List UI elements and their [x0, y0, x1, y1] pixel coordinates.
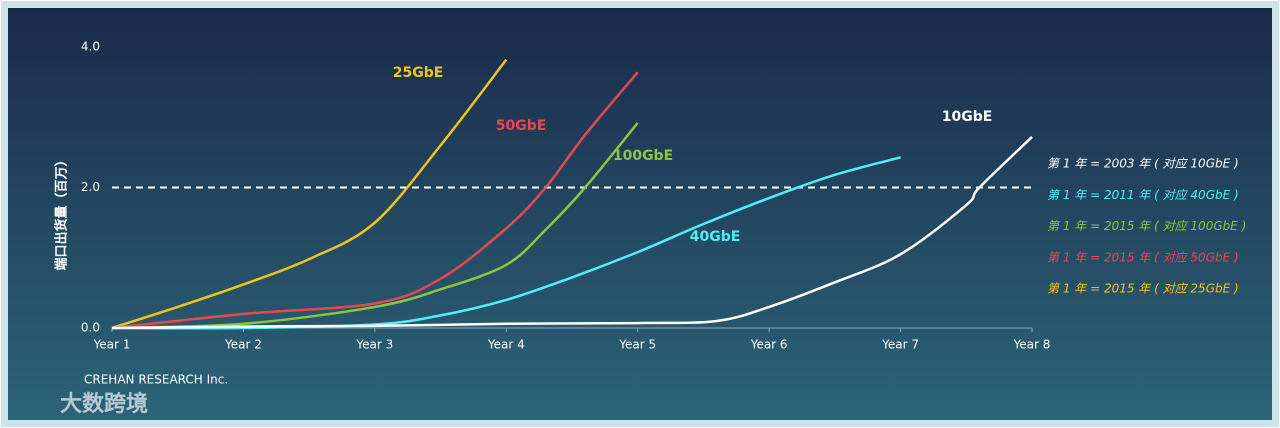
y-tick-label: 4.0 — [81, 40, 100, 54]
x-tick-label: Year 6 — [750, 338, 788, 352]
source: CREHAN RESEARCH Inc. — [84, 373, 228, 387]
x-tick-label: Year 4 — [487, 338, 525, 352]
series-line — [111, 58, 508, 330]
series-line — [111, 122, 639, 330]
x-tick-label: Year 7 — [881, 338, 919, 352]
x-tick-label: Year 2 — [224, 338, 262, 352]
series-label: 40GbE — [690, 229, 741, 245]
legend-note: 第 1 年 = 2015 年 ( 对应 100GbE ) — [1047, 219, 1246, 233]
legend-note: 第 1 年 = 2015 年 ( 对应 25GbE ) — [1047, 282, 1239, 296]
y-tick-label: 2.0 — [81, 180, 100, 194]
series-line — [111, 136, 1033, 330]
watermark: 大数跨境 — [60, 391, 148, 417]
series-label: 100GbE — [613, 148, 673, 164]
y-tick-label: 0.0 — [81, 321, 100, 335]
series-line — [111, 71, 639, 330]
x-tick-label: Year 8 — [1013, 338, 1051, 352]
legend-note: 第 1 年 = 2015 年 ( 对应 50GbE ) — [1047, 250, 1239, 264]
x-tick-label: Year 5 — [618, 338, 656, 352]
series-label: 10GbE — [942, 109, 993, 125]
series-label: 50GbE — [496, 118, 547, 134]
background — [8, 8, 1272, 420]
x-tick-label: Year 3 — [355, 338, 393, 352]
y-axis-label: 端口出货量（百万） — [54, 153, 70, 270]
legend-note: 第 1 年 = 2003 年 ( 对应 10GbE ) — [1047, 157, 1239, 171]
legend-note: 第 1 年 = 2011 年 ( 对应 40GbE ) — [1047, 188, 1239, 202]
x-tick-label: Year 1 — [93, 338, 131, 352]
series-label: 25GbE — [393, 65, 444, 81]
